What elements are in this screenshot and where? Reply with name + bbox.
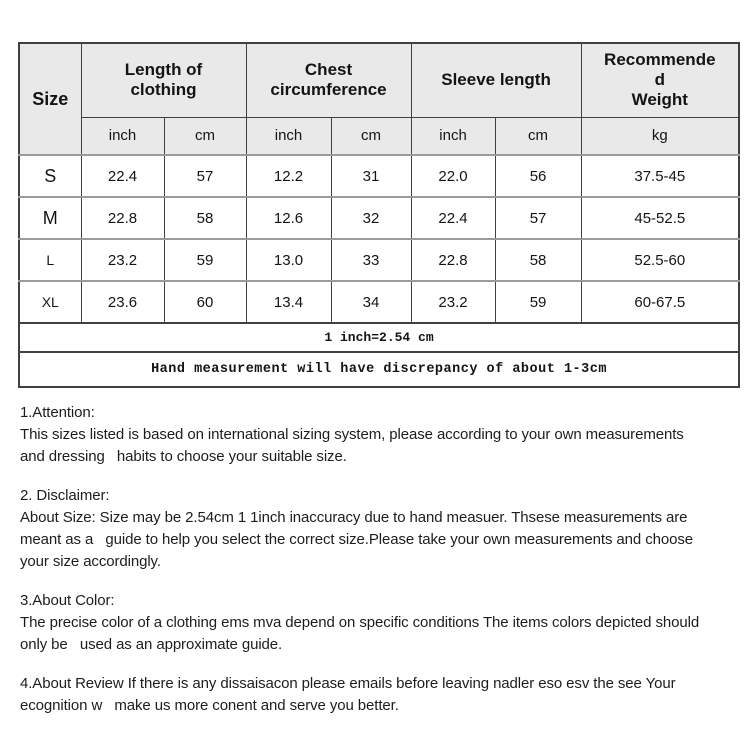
size-cell: L [18, 238, 82, 282]
column-header-length: Length of clothing [80, 42, 247, 118]
value-cell: 45-52.5 [580, 196, 740, 240]
size-cell: M [18, 196, 82, 240]
value-cell: 22.4 [80, 154, 165, 198]
value-cell: 22.0 [410, 154, 496, 198]
table-row-xl: XL 23.6 60 13.4 34 23.2 59 60-67.5 [18, 280, 740, 324]
value-cell: 56 [494, 154, 582, 198]
note-line: 4.About Review If there is any dissaisac… [20, 675, 676, 692]
conversion-note: 1 inch=2.54 cm [18, 322, 740, 353]
unit-header-chest-cm: cm [330, 116, 412, 156]
column-header-sleeve: Sleeve length [410, 42, 582, 118]
value-cell: 13.0 [245, 238, 332, 282]
unit-header-weight-kg: kg [580, 116, 740, 156]
unit-header-length-cm: cm [163, 116, 247, 156]
value-cell: 22.8 [410, 238, 496, 282]
notes-section-color: 3.About Color: The precise color of a cl… [20, 590, 738, 656]
note-line: meant as a guide to help you select the … [20, 531, 693, 548]
value-cell: 12.2 [245, 154, 332, 198]
note-line: 2. Disclaimer: [20, 487, 110, 504]
notes-section-review: 4.About Review If there is any dissaisac… [20, 673, 738, 717]
table-row-m: M 22.8 58 12.6 32 22.4 57 45-52.5 [18, 196, 740, 240]
notes: 1.Attention: This sizes listed is based … [20, 402, 738, 734]
unit-header-sleeve-inch: inch [410, 116, 496, 156]
table-row-l: L 23.2 59 13.0 33 22.8 58 52.5-60 [18, 238, 740, 282]
note-line: and dressing habits to choose your suita… [20, 448, 347, 465]
value-cell: 37.5-45 [580, 154, 740, 198]
value-cell: 12.6 [245, 196, 332, 240]
table-head: Size Length of clothing Chest circumfere… [18, 42, 740, 156]
note-line: 1.Attention: [20, 404, 95, 421]
value-cell: 60 [163, 280, 247, 324]
value-cell: 58 [494, 238, 582, 282]
note-line: The precise color of a clothing ems mva … [20, 614, 700, 631]
value-cell: 59 [494, 280, 582, 324]
note-line: your size accordingly. [20, 553, 161, 570]
size-cell: S [18, 154, 82, 198]
notes-section-attention: 1.Attention: This sizes listed is based … [20, 402, 738, 468]
note-line: only be used as an approximate guide. [20, 636, 283, 653]
column-header-size: Size [18, 42, 82, 156]
value-cell: 32 [330, 196, 412, 240]
value-cell: 58 [163, 196, 247, 240]
size-cell: XL [18, 280, 82, 324]
column-header-chest: Chest circumference [245, 42, 412, 118]
value-cell: 22.4 [410, 196, 496, 240]
value-cell: 34 [330, 280, 412, 324]
value-cell: 22.8 [80, 196, 165, 240]
value-cell: 59 [163, 238, 247, 282]
note-line: ecognition w make us more conent and ser… [20, 697, 399, 714]
value-cell: 23.2 [410, 280, 496, 324]
value-cell: 33 [330, 238, 412, 282]
conversion-note-row: 1 inch=2.54 cm [18, 322, 740, 353]
measurement-note: Hand measurement will have discrepancy o… [18, 351, 740, 388]
value-cell: 31 [330, 154, 412, 198]
value-cell: 52.5-60 [580, 238, 740, 282]
value-cell: 23.2 [80, 238, 165, 282]
table-row-s: S 22.4 57 12.2 31 22.0 56 37.5-45 [18, 154, 740, 198]
value-cell: 57 [494, 196, 582, 240]
note-line: About Size: Size may be 2.54cm 1 1inch i… [20, 509, 688, 526]
table-body: S 22.4 57 12.2 31 22.0 56 37.5-45 M 22.8… [18, 154, 740, 388]
value-cell: 57 [163, 154, 247, 198]
unit-header-length-inch: inch [80, 116, 165, 156]
value-cell: 23.6 [80, 280, 165, 324]
value-cell: 60-67.5 [580, 280, 740, 324]
measurement-note-row: Hand measurement will have discrepancy o… [18, 351, 740, 388]
group-header-row: Size Length of clothing Chest circumfere… [18, 42, 740, 156]
unit-header-chest-inch: inch [245, 116, 332, 156]
note-line: This sizes listed is based on internatio… [20, 426, 684, 443]
units-header-row: inch cm inch cm inch cm kg [19, 116, 740, 156]
value-cell: 13.4 [245, 280, 332, 324]
size-chart-table: Size Length of clothing Chest circumfere… [18, 42, 741, 388]
notes-section-disclaimer: 2. Disclaimer: About Size: Size may be 2… [20, 485, 738, 573]
unit-header-sleeve-cm: cm [494, 116, 582, 156]
column-header-weight: Recommende d Weight [580, 42, 740, 118]
note-line: 3.About Color: [20, 592, 115, 609]
